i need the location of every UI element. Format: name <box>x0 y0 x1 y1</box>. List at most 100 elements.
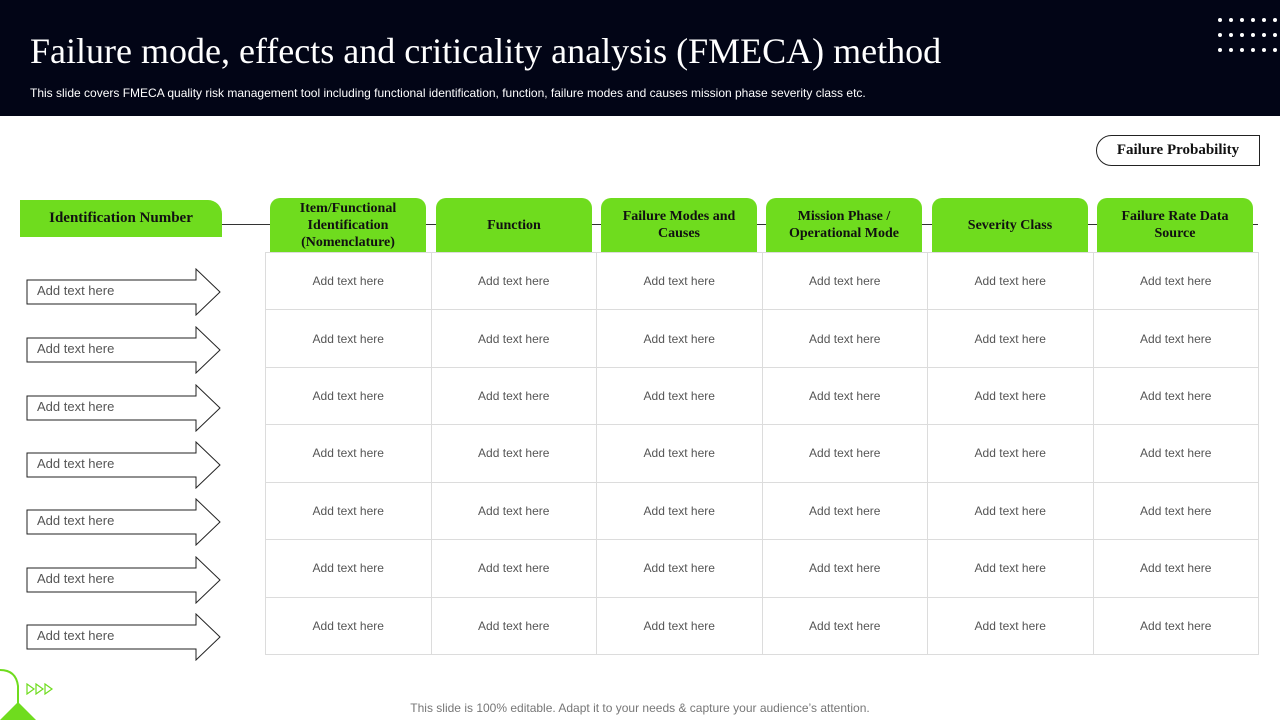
table-cell: Add text here <box>265 309 432 368</box>
table-row: Add text here Add text here Add text here A… <box>265 481 1259 541</box>
table-cell: Add text here <box>761 251 928 311</box>
table-cell: Add text here <box>761 309 928 368</box>
identification-arrow: Add text here <box>26 384 222 432</box>
identification-arrow: Add text here <box>26 498 222 546</box>
table-cell: Add text here <box>430 366 597 426</box>
table-cell: Add text here <box>927 481 1094 541</box>
table-cell: Add text here <box>596 251 763 311</box>
dot <box>1218 33 1222 37</box>
triple-arrow-decoration <box>26 683 54 695</box>
dot <box>1229 48 1233 52</box>
table-cell: Add text here <box>596 596 763 656</box>
identification-arrow: Add text here <box>26 556 222 604</box>
table-row: Add text here Add text here Add text here A… <box>265 309 1259 368</box>
arrow-label: Add text here <box>37 456 115 471</box>
arrow-label: Add text here <box>37 513 115 528</box>
identification-arrow: Add text here <box>26 613 222 661</box>
dot <box>1240 33 1244 37</box>
table-cell: Add text here <box>596 309 763 368</box>
header-bar: Failure mode, effects and criticality an… <box>0 0 1280 116</box>
identification-arrow: Add text here <box>26 441 222 489</box>
table-cell: Add text here <box>927 596 1094 656</box>
table-row: Add text here Add text here Add text here A… <box>265 596 1259 656</box>
column-header-item-identification: Item/Functional Identification (Nomencla… <box>270 198 426 252</box>
identification-arrow: Add text here <box>26 326 222 374</box>
arrow-shape-icon <box>26 498 221 546</box>
dots-decoration <box>1218 18 1280 60</box>
table-cell: Add text here <box>430 251 597 311</box>
table-cell: Add text here <box>265 366 432 426</box>
table-cell: Add text here <box>265 481 432 541</box>
dot <box>1262 48 1266 52</box>
table-cell: Add text here <box>265 539 432 598</box>
table-cell: Add text here <box>265 251 432 311</box>
arrow-label: Add text here <box>37 628 115 643</box>
table-cell: Add text here <box>761 539 928 598</box>
slide-subtitle: This slide covers FMECA quality risk man… <box>30 86 866 100</box>
slide-title: Failure mode, effects and criticality an… <box>30 31 942 71</box>
table-cell: Add text here <box>265 424 432 483</box>
table-cell: Add text here <box>927 539 1094 598</box>
corner-decoration <box>0 669 36 720</box>
table-cell: Add text here <box>596 424 763 483</box>
arrow-label: Add text here <box>37 571 115 586</box>
dot <box>1218 18 1222 22</box>
dot <box>1262 18 1266 22</box>
table-cell: Add text here <box>596 481 763 541</box>
arrow-shape-icon <box>26 268 221 316</box>
dot <box>1273 33 1277 37</box>
dot <box>1240 48 1244 52</box>
dot <box>1251 33 1255 37</box>
table-cell: Add text here <box>430 596 597 656</box>
table-cell: Add text here <box>1092 539 1259 598</box>
failure-probability-box: Failure Probability <box>1096 135 1260 166</box>
column-header-failure-modes: Failure Modes and Causes <box>601 198 757 252</box>
column-header-failure-rate: Failure Rate Data Source <box>1097 198 1253 252</box>
table-cell: Add text here <box>596 539 763 598</box>
table-cell: Add text here <box>761 366 928 426</box>
table-cell: Add text here <box>1092 366 1259 426</box>
table-row: Add text here Add text here Add text here A… <box>265 251 1259 311</box>
identification-arrow: Add text here <box>26 268 222 316</box>
table-cell: Add text here <box>761 481 928 541</box>
dot <box>1273 48 1277 52</box>
table-cell: Add text here <box>761 424 928 483</box>
table-cell: Add text here <box>1092 424 1259 483</box>
table-cell: Add text here <box>430 424 597 483</box>
arrow-label: Add text here <box>37 283 115 298</box>
table-cell: Add text here <box>1092 309 1259 368</box>
table-cell: Add text here <box>927 309 1094 368</box>
arrow-label: Add text here <box>37 399 115 414</box>
table-cell: Add text here <box>927 366 1094 426</box>
column-header-severity-class: Severity Class <box>932 198 1088 252</box>
column-header-function: Function <box>436 198 592 252</box>
table-cell: Add text here <box>927 424 1094 483</box>
table-cell: Add text here <box>1092 596 1259 656</box>
table-cell: Add text here <box>430 481 597 541</box>
table-cell: Add text here <box>430 539 597 598</box>
dot <box>1229 18 1233 22</box>
dot <box>1262 33 1266 37</box>
identification-number-header: Identification Number <box>20 200 222 237</box>
table-cell: Add text here <box>596 366 763 426</box>
table-row: Add text here Add text here Add text here A… <box>265 366 1259 426</box>
arrow-shape-icon <box>26 441 221 489</box>
table-row: Add text here Add text here Add text here A… <box>265 424 1259 483</box>
arrow-shape-icon <box>26 326 221 374</box>
table-row: Add text here Add text here Add text here A… <box>265 539 1259 598</box>
table-cell: Add text here <box>430 309 597 368</box>
arrow-label: Add text here <box>37 341 115 356</box>
table-cell: Add text here <box>927 251 1094 311</box>
dot <box>1251 18 1255 22</box>
table-cell: Add text here <box>761 596 928 656</box>
dot <box>1218 48 1222 52</box>
arrow-shape-icon <box>26 613 221 661</box>
dot <box>1273 18 1277 22</box>
dot <box>1229 33 1233 37</box>
arrow-shape-icon <box>26 384 221 432</box>
dot <box>1240 18 1244 22</box>
dot <box>1251 48 1255 52</box>
table-cell: Add text here <box>265 596 432 656</box>
column-header-mission-phase: Mission Phase / Operational Mode <box>766 198 922 252</box>
table-cell: Add text here <box>1092 481 1259 541</box>
